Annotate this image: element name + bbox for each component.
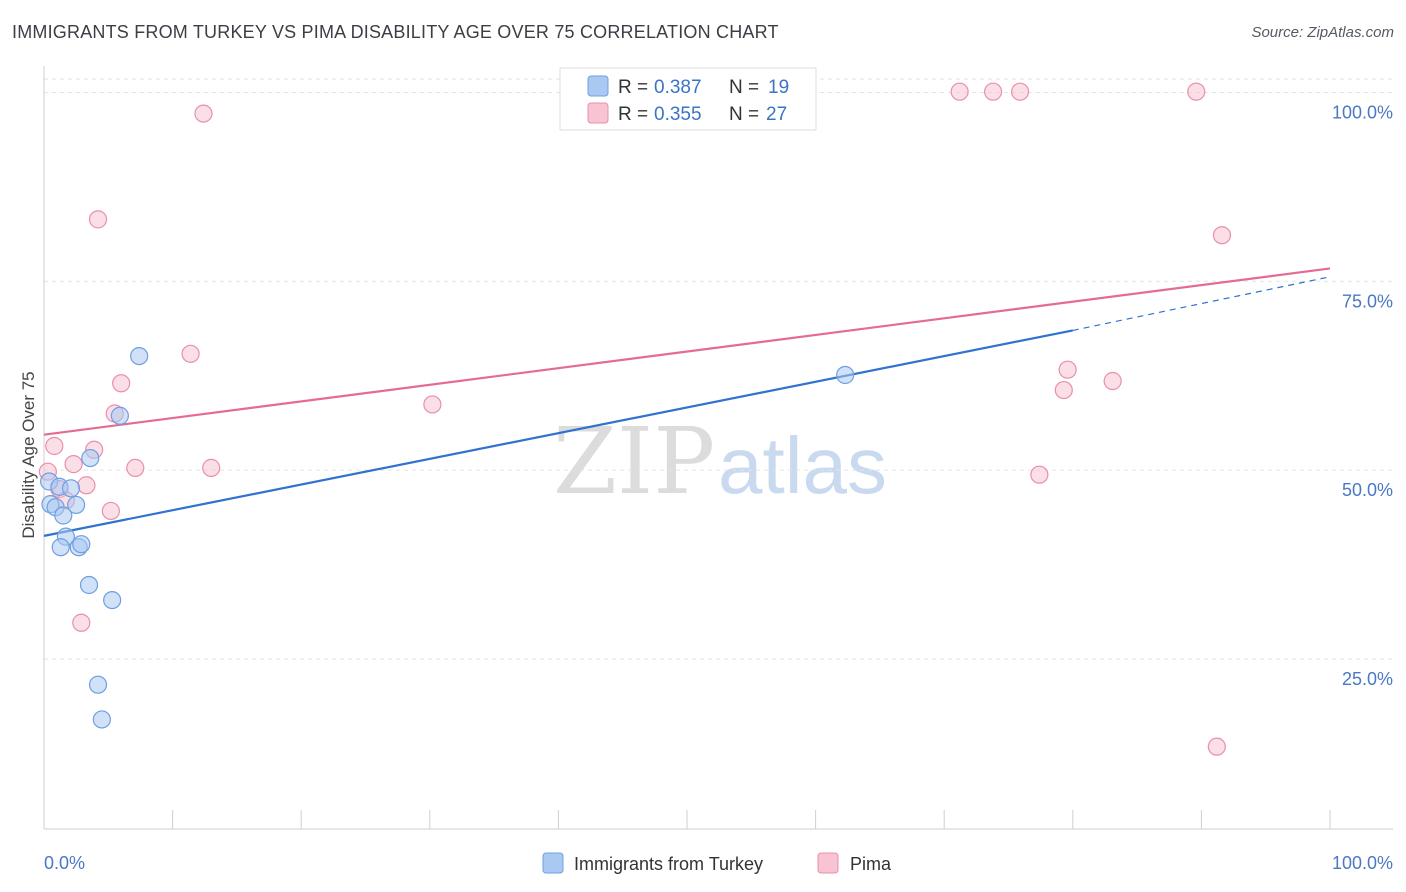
data-point xyxy=(1207,737,1226,756)
data-point xyxy=(103,590,122,610)
y-tick-label: 100.0% xyxy=(1332,102,1393,122)
data-point xyxy=(101,501,120,521)
data-point xyxy=(67,495,86,515)
data-point xyxy=(1058,360,1077,379)
x-tick-label-min: 0.0% xyxy=(44,853,85,873)
legend: R = 0.387 N = 19 R = 0.355 N = 27 xyxy=(559,67,817,131)
gridlines xyxy=(44,78,1393,660)
watermark-zip: ZIP xyxy=(553,408,715,515)
data-point xyxy=(72,613,91,632)
data-point xyxy=(92,710,111,729)
data-point xyxy=(950,82,969,101)
data-points xyxy=(38,82,1232,756)
data-point xyxy=(423,395,442,414)
data-point xyxy=(77,476,96,495)
bottom-legend-swatch-turkey xyxy=(542,852,564,874)
y-tick-label: 75.0% xyxy=(1342,291,1393,311)
data-point xyxy=(81,448,100,468)
data-point xyxy=(1030,465,1049,484)
data-point xyxy=(54,506,73,525)
data-point xyxy=(130,346,149,366)
bottom-legend-swatch-pima xyxy=(817,852,839,874)
data-point xyxy=(1054,380,1073,400)
bottom-legend: Immigrants from Turkey Pima xyxy=(542,852,892,874)
data-point xyxy=(79,575,99,595)
data-point xyxy=(64,455,83,474)
legend-r-value-pima: 0.355 xyxy=(654,104,702,125)
legend-r-value-turkey: 0.387 xyxy=(654,77,702,98)
watermark-atlas: atlas xyxy=(718,421,887,510)
chart-title: IMMIGRANTS FROM TURKEY VS PIMA DISABILIT… xyxy=(12,22,779,42)
bottom-legend-label-pima: Pima xyxy=(850,854,892,874)
legend-r-label-turkey: R = xyxy=(618,77,648,98)
data-point xyxy=(45,436,64,456)
data-point xyxy=(181,344,200,363)
data-point xyxy=(194,104,213,123)
data-point xyxy=(88,210,108,229)
data-point xyxy=(983,82,1003,101)
data-point xyxy=(1010,82,1030,101)
source-label: Source: ZipAtlas.com xyxy=(1251,24,1394,41)
y-tick-label: 25.0% xyxy=(1342,669,1393,689)
data-point xyxy=(61,479,81,498)
legend-r-label-pima: R = xyxy=(618,104,648,125)
trend-line xyxy=(43,267,1331,436)
bottom-legend-label-turkey: Immigrants from Turkey xyxy=(574,854,763,874)
legend-n-value-turkey: 19 xyxy=(768,77,789,98)
legend-swatch-pima xyxy=(587,102,609,124)
data-point xyxy=(112,374,131,393)
data-point xyxy=(202,458,221,477)
x-tick-label-max: 100.0% xyxy=(1332,853,1393,873)
legend-swatch-turkey xyxy=(587,75,609,97)
legend-n-label-pima: N = xyxy=(729,104,759,125)
data-point xyxy=(110,406,129,425)
legend-n-value-pima: 27 xyxy=(766,104,787,125)
trend-line xyxy=(43,329,1074,537)
data-point xyxy=(126,458,145,477)
trend-lines xyxy=(43,267,1331,537)
y-tick-label: 50.0% xyxy=(1342,480,1393,500)
data-point xyxy=(51,538,70,557)
data-point xyxy=(1187,82,1206,101)
data-point xyxy=(1103,371,1122,391)
data-point xyxy=(1212,226,1232,245)
data-point xyxy=(88,675,108,694)
data-point xyxy=(836,365,855,385)
axes xyxy=(43,66,1393,830)
data-point xyxy=(72,535,91,554)
legend-n-label-turkey: N = xyxy=(729,77,759,98)
y-tick-labels: 25.0% 50.0% 75.0% 100.0% xyxy=(1332,102,1393,689)
y-axis-label: Disability Age Over 75 xyxy=(19,371,38,538)
